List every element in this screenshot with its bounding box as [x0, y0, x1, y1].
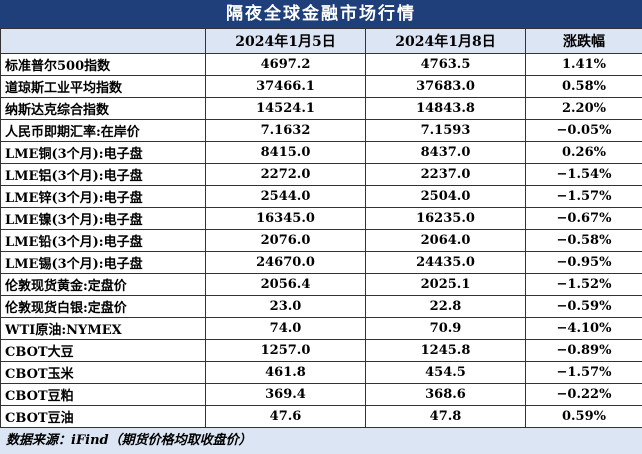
value-cell: 2064.0 [365, 229, 526, 252]
value-cell: 2544.0 [205, 185, 366, 208]
name-cell: CBOT豆油 [0, 405, 206, 428]
value-cell: 461.8 [205, 361, 366, 384]
value-cell: 16345.0 [205, 207, 366, 230]
value-cell: 7.1593 [365, 119, 526, 142]
value-cell: 7.1632 [205, 119, 366, 142]
value-cell: −0.95% [525, 251, 642, 274]
value-cell: 4763.5 [365, 53, 526, 76]
value-cell: 2056.4 [205, 273, 366, 296]
name-cell: CBOT玉米 [0, 361, 206, 384]
name-cell: 道琼斯工业平均指数 [0, 75, 206, 98]
header-cell [0, 28, 206, 54]
table: 2024年1月5日 2024年1月8日 涨跌幅 标准普尔500指数 4697.2 476… [0, 28, 642, 428]
value-cell: −0.89% [525, 339, 642, 362]
header-row: 2024年1月5日 2024年1月8日 涨跌幅 [0, 28, 642, 54]
value-cell: 454.5 [365, 361, 526, 384]
value-cell: 8437.0 [365, 141, 526, 164]
table-row: LME锡(3个月):电子盘 24670.0 24435.0 −0.95% [0, 251, 642, 274]
value-cell: 37683.0 [365, 75, 526, 98]
name-cell: LME锡(3个月):电子盘 [0, 251, 206, 274]
value-cell: 74.0 [205, 317, 366, 340]
name-cell: CBOT豆粕 [0, 383, 206, 406]
value-cell: −0.58% [525, 229, 642, 252]
name-cell: 人民币即期汇率:在岸价 [0, 119, 206, 142]
name-cell: 纳斯达克综合指数 [0, 97, 206, 120]
name-cell: 伦敦现货白银:定盘价 [0, 295, 206, 318]
value-cell: 16235.0 [365, 207, 526, 230]
name-cell: WTI原油:NYMEX [0, 317, 206, 340]
value-cell: 4697.2 [205, 53, 366, 76]
value-cell: −0.05% [525, 119, 642, 142]
table-row: LME镍(3个月):电子盘 16345.0 16235.0 −0.67% [0, 207, 642, 230]
value-cell: −1.57% [525, 185, 642, 208]
table-row: 人民币即期汇率:在岸价 7.1632 7.1593 −0.05% [0, 119, 642, 142]
name-cell: LME锌(3个月):电子盘 [0, 185, 206, 208]
table-row: 伦敦现货黄金:定盘价 2056.4 2025.1 −1.52% [0, 273, 642, 296]
table-row: CBOT大豆 1257.0 1245.8 −0.89% [0, 339, 642, 362]
name-cell: LME镍(3个月):电子盘 [0, 207, 206, 230]
value-cell: 0.58% [525, 75, 642, 98]
value-cell: 1245.8 [365, 339, 526, 362]
value-cell: 14843.8 [365, 97, 526, 120]
value-cell: 368.6 [365, 383, 526, 406]
value-cell: 22.8 [365, 295, 526, 318]
value-cell: 369.4 [205, 383, 366, 406]
value-cell: 47.8 [365, 405, 526, 428]
value-cell: 1257.0 [205, 339, 366, 362]
value-cell: 24435.0 [365, 251, 526, 274]
name-cell: LME铜(3个月):电子盘 [0, 141, 206, 164]
table-row: 纳斯达克综合指数 14524.1 14843.8 2.20% [0, 97, 642, 120]
header-cell: 涨跌幅 [525, 28, 642, 54]
table-row: CBOT豆粕 369.4 368.6 −0.22% [0, 383, 642, 406]
name-cell: CBOT大豆 [0, 339, 206, 362]
table-row: CBOT豆油 47.6 47.8 0.59% [0, 405, 642, 428]
value-cell: 2272.0 [205, 163, 366, 186]
value-cell: 8415.0 [205, 141, 366, 164]
value-cell: 47.6 [205, 405, 366, 428]
value-cell: 2076.0 [205, 229, 366, 252]
value-cell: −1.52% [525, 273, 642, 296]
table-row: CBOT玉米 461.8 454.5 −1.57% [0, 361, 642, 384]
name-cell: LME铅(3个月):电子盘 [0, 229, 206, 252]
table-body: 标准普尔500指数 4697.2 4763.5 1.41% 道琼斯工业平均指数 37466… [0, 53, 642, 428]
name-cell: LME铝(3个月):电子盘 [0, 163, 206, 186]
value-cell: 24670.0 [205, 251, 366, 274]
value-cell: 37466.1 [205, 75, 366, 98]
name-cell: 伦敦现货黄金:定盘价 [0, 273, 206, 296]
title: 隔夜全球金融市场行情 [0, 0, 642, 28]
value-cell: 23.0 [205, 295, 366, 318]
value-cell: −0.67% [525, 207, 642, 230]
value-cell: 2025.1 [365, 273, 526, 296]
value-cell: 70.9 [365, 317, 526, 340]
table-row: 道琼斯工业平均指数 37466.1 37683.0 0.58% [0, 75, 642, 98]
header-cell: 2024年1月5日 [205, 28, 366, 54]
table-row: LME铅(3个月):电子盘 2076.0 2064.0 −0.58% [0, 229, 642, 252]
header-cell: 2024年1月8日 [365, 28, 526, 54]
value-cell: 1.41% [525, 53, 642, 76]
table-row: WTI原油:NYMEX 74.0 70.9 −4.10% [0, 317, 642, 340]
source-note: 数据来源：iFind（期货价格均取收盘价） [0, 428, 642, 454]
table-row: 伦敦现货白银:定盘价 23.0 22.8 −0.59% [0, 295, 642, 318]
name-cell: 标准普尔500指数 [0, 53, 206, 76]
value-cell: 0.26% [525, 141, 642, 164]
value-cell: −0.22% [525, 383, 642, 406]
value-cell: −1.57% [525, 361, 642, 384]
table-row: LME锌(3个月):电子盘 2544.0 2504.0 −1.57% [0, 185, 642, 208]
value-cell: 2.20% [525, 97, 642, 120]
value-cell: 14524.1 [205, 97, 366, 120]
value-cell: −1.54% [525, 163, 642, 186]
value-cell: 0.59% [525, 405, 642, 428]
table-row: 标准普尔500指数 4697.2 4763.5 1.41% [0, 53, 642, 76]
value-cell: 2237.0 [365, 163, 526, 186]
value-cell: 2504.0 [365, 185, 526, 208]
value-cell: −0.59% [525, 295, 642, 318]
value-cell: −4.10% [525, 317, 642, 340]
table-row: LME铜(3个月):电子盘 8415.0 8437.0 0.26% [0, 141, 642, 164]
table-row: LME铝(3个月):电子盘 2272.0 2237.0 −1.54% [0, 163, 642, 186]
